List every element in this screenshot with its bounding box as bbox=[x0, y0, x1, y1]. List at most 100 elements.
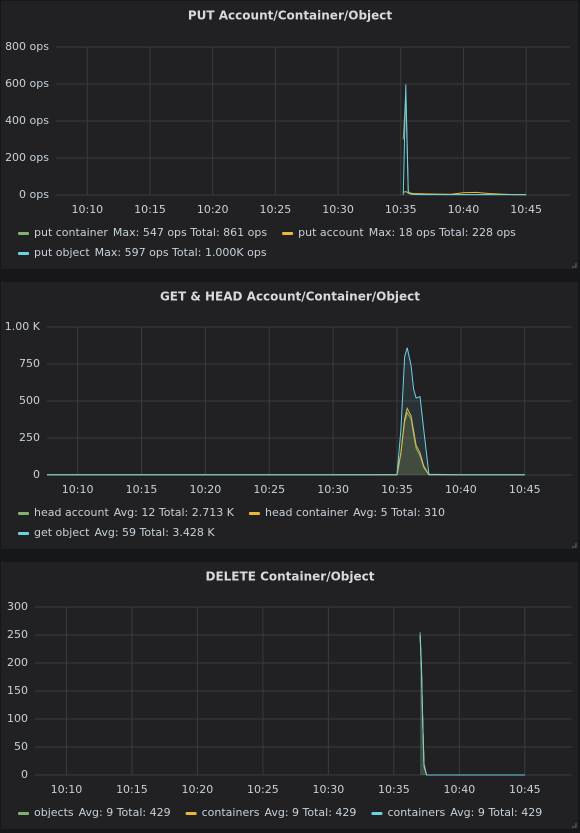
legend-label: put object Max: 597 ops Total: 1.000K ops bbox=[34, 246, 267, 259]
legend-swatch bbox=[185, 812, 197, 815]
legend-name: containers bbox=[387, 806, 445, 819]
legend-item[interactable]: put object Max: 597 ops Total: 1.000K ops bbox=[18, 246, 267, 259]
legend-stats: Avg: 9 Total: 429 bbox=[79, 806, 171, 819]
x-tick-label: 10:20 bbox=[182, 783, 214, 796]
panel-title: PUT Account/Container/Object bbox=[188, 9, 393, 23]
x-tick-label: 10:15 bbox=[116, 783, 148, 796]
legend-name: head account bbox=[34, 506, 109, 519]
x-tick-label: 10:30 bbox=[313, 783, 345, 796]
legend-stats: Avg: 5 Total: 310 bbox=[353, 506, 445, 519]
legend-label: containers Avg: 9 Total: 429 bbox=[202, 806, 357, 819]
series-line bbox=[419, 634, 525, 776]
y-tick-label: 250 bbox=[7, 628, 28, 641]
x-tick-label: 10:35 bbox=[381, 483, 413, 496]
legend-stats: Avg: 59 Total: 3.428 K bbox=[94, 526, 215, 539]
legend-stats: Max: 18 ops Total: 228 ops bbox=[369, 226, 516, 239]
legend-item[interactable]: get object Avg: 59 Total: 3.428 K bbox=[18, 526, 215, 539]
x-tick-label: 10:10 bbox=[62, 483, 94, 496]
x-tick-label: 10:45 bbox=[510, 203, 542, 216]
legend-name: get object bbox=[34, 526, 90, 539]
x-tick-label: 10:15 bbox=[126, 483, 158, 496]
legend-item[interactable]: objects Avg: 9 Total: 429 bbox=[18, 806, 171, 819]
legend-label: get object Avg: 59 Total: 3.428 K bbox=[34, 526, 215, 539]
x-tick-label: 10:25 bbox=[247, 783, 279, 796]
legend-stats: Max: 597 ops Total: 1.000K ops bbox=[95, 246, 267, 259]
legend-swatch bbox=[248, 512, 260, 515]
legend-item[interactable]: head container Avg: 5 Total: 310 bbox=[248, 506, 445, 519]
legend-name: objects bbox=[34, 806, 74, 819]
legend-item[interactable]: put container Max: 547 ops Total: 861 ops bbox=[18, 226, 267, 239]
y-tick-label: 1.00 K bbox=[5, 320, 41, 333]
legend-label: head container Avg: 5 Total: 310 bbox=[265, 506, 445, 519]
legend-item[interactable]: containers Avg: 9 Total: 429 bbox=[371, 806, 542, 819]
y-tick-label: 50 bbox=[14, 740, 28, 753]
y-tick-label: 0 ops bbox=[19, 188, 49, 201]
y-tick-label: 0 bbox=[21, 768, 28, 781]
x-tick-label: 10:35 bbox=[378, 783, 410, 796]
y-tick-label: 300 bbox=[7, 600, 28, 613]
series-line bbox=[47, 347, 525, 476]
legend-name: head container bbox=[265, 506, 349, 519]
legend-stats: Avg: 9 Total: 429 bbox=[264, 806, 356, 819]
y-tick-label: 200 bbox=[7, 656, 28, 669]
x-tick-label: 10:10 bbox=[51, 783, 83, 796]
legend-item[interactable]: put account Max: 18 ops Total: 228 ops bbox=[282, 226, 516, 239]
legend-item[interactable]: head account Avg: 12 Total: 2.713 K bbox=[18, 506, 235, 519]
panel bbox=[1, 1, 578, 269]
x-tick-label: 10:30 bbox=[322, 203, 354, 216]
x-tick-label: 10:35 bbox=[385, 203, 417, 216]
y-tick-label: 150 bbox=[7, 684, 28, 697]
legend-swatch bbox=[371, 812, 383, 815]
x-tick-label: 10:25 bbox=[253, 483, 285, 496]
series-area bbox=[47, 408, 525, 475]
legend-stats: Avg: 9 Total: 429 bbox=[450, 806, 542, 819]
legend-name: put object bbox=[34, 246, 90, 259]
y-tick-label: 400 ops bbox=[5, 114, 49, 127]
series-line bbox=[402, 84, 527, 196]
series-area bbox=[47, 347, 525, 475]
legend-label: containers Avg: 9 Total: 429 bbox=[387, 806, 542, 819]
legend-swatch bbox=[18, 532, 29, 535]
legend-item[interactable]: containers Avg: 9 Total: 429 bbox=[185, 806, 357, 819]
resize-handle bbox=[572, 543, 577, 548]
y-tick-label: 800 ops bbox=[5, 40, 49, 53]
resize-handle bbox=[572, 823, 577, 828]
panel-title: GET & HEAD Account/Container/Object bbox=[160, 290, 420, 304]
panel bbox=[1, 562, 578, 829]
legend-label: objects Avg: 9 Total: 429 bbox=[34, 806, 171, 819]
y-tick-label: 200 ops bbox=[5, 151, 49, 164]
legend-name: containers bbox=[202, 806, 260, 819]
y-tick-label: 600 ops bbox=[5, 77, 49, 90]
y-tick-label: 500 bbox=[19, 394, 40, 407]
resize-handle bbox=[572, 263, 577, 268]
x-tick-label: 10:20 bbox=[197, 203, 229, 216]
legend-label: put account Max: 18 ops Total: 228 ops bbox=[298, 226, 516, 239]
legend-swatch bbox=[18, 512, 29, 515]
x-tick-label: 10:20 bbox=[190, 483, 222, 496]
series-area bbox=[47, 412, 525, 475]
x-tick-label: 10:45 bbox=[509, 483, 541, 496]
legend-stats: Avg: 12 Total: 2.713 K bbox=[114, 506, 235, 519]
legend-swatch bbox=[18, 252, 29, 255]
legend-swatch bbox=[18, 232, 29, 235]
x-tick-label: 10:40 bbox=[444, 783, 476, 796]
legend-swatch bbox=[18, 812, 29, 815]
y-tick-label: 750 bbox=[19, 357, 40, 370]
panel-title: DELETE Container/Object bbox=[206, 570, 375, 584]
x-tick-label: 10:10 bbox=[71, 203, 103, 216]
legend-name: put account bbox=[298, 226, 364, 239]
legend-label: put container Max: 547 ops Total: 861 ops bbox=[34, 226, 267, 239]
y-tick-label: 250 bbox=[19, 431, 40, 444]
legend-stats: Max: 547 ops Total: 861 ops bbox=[113, 226, 267, 239]
x-tick-label: 10:15 bbox=[134, 203, 166, 216]
x-tick-label: 10:40 bbox=[448, 203, 480, 216]
legend-swatch bbox=[282, 232, 294, 235]
x-tick-label: 10:25 bbox=[260, 203, 292, 216]
y-tick-label: 0 bbox=[33, 468, 40, 481]
x-tick-label: 10:45 bbox=[509, 783, 541, 796]
legend-label: head account Avg: 12 Total: 2.713 K bbox=[34, 506, 235, 519]
x-tick-label: 10:30 bbox=[317, 483, 349, 496]
x-tick-label: 10:40 bbox=[445, 483, 477, 496]
